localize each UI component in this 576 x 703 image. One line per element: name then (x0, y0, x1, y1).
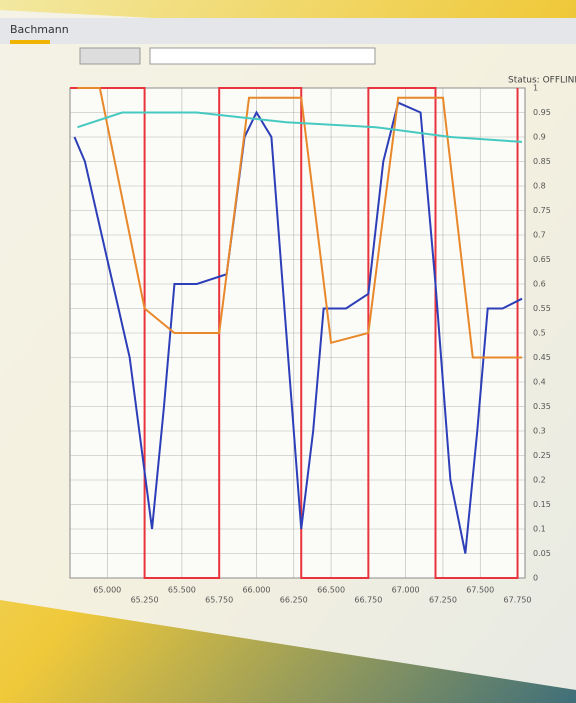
x-tick-label: 66.750 (354, 596, 382, 605)
plot: 0 0.05 0.1 0.15 0.2 0.25 0.3 0.35 0.4 0.45 0.5 0.55… (70, 84, 551, 605)
x-tick-label: 65.000 (93, 586, 121, 595)
x-tick-label: 65.250 (131, 596, 159, 605)
status: Status: OFFLINE (508, 76, 576, 86)
y-tick-label: 0.7 (533, 231, 546, 240)
y-tick-label: 0.1 (533, 525, 546, 534)
y-tick-label: 0.25 (533, 451, 551, 460)
y-tick-label: 0.05 (533, 549, 551, 558)
y-tick-label: 0.75 (533, 206, 551, 215)
x-tick-label: 67.250 (429, 596, 457, 605)
y-tick-label: 0.95 (533, 108, 551, 117)
x-tick-label: 65.500 (168, 586, 196, 595)
app-name: Bachmann (10, 23, 69, 36)
page: {"header": {"app": "Bachmann", "status":… (0, 0, 576, 703)
y-tick-label: 0.2 (533, 476, 546, 485)
y-tick-label: 0.3 (533, 427, 546, 436)
y-tick-label: 0.9 (533, 133, 546, 142)
x-tick-label: 66.000 (242, 586, 270, 595)
y-tick-label: 0 (533, 574, 538, 583)
y-tick-label: 0.8 (533, 182, 546, 191)
x-tick-label: 66.500 (317, 586, 345, 595)
y-tick-label: 0.45 (533, 353, 551, 362)
x-tick-label: 65.750 (205, 596, 233, 605)
toolbar[interactable] (80, 48, 140, 64)
y-tick-label: 0.15 (533, 500, 551, 509)
title-bar (0, 18, 576, 44)
y-tick-label: 0.6 (533, 280, 546, 289)
x-tick-label: 67.750 (504, 596, 532, 605)
brand-bar (10, 40, 50, 44)
y-tick-label: 0.4 (533, 378, 546, 387)
file-select[interactable] (150, 48, 375, 64)
y-tick-label: 0.35 (533, 402, 551, 411)
y-tick-label: 0.55 (533, 304, 551, 313)
x-tick-label: 67.500 (466, 586, 494, 595)
x-tick-label: 67.000 (392, 586, 420, 595)
y-tick-label: 0.5 (533, 329, 546, 338)
x-tick-label: 66.250 (280, 596, 308, 605)
screenshot: Bachmann Status: OFFLINE 0 0.05 0.1 0.15 0.2… (0, 0, 576, 703)
y-tick-label: 0.85 (533, 157, 551, 166)
y-tick-label: 0.65 (533, 255, 551, 264)
y-tick-label: 1 (533, 84, 538, 93)
